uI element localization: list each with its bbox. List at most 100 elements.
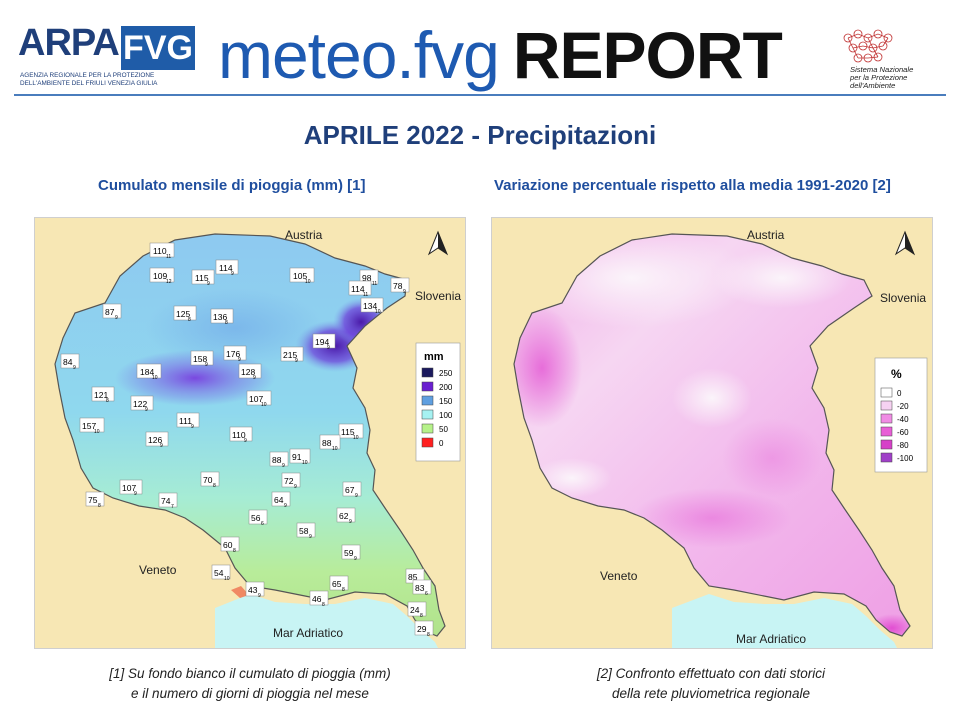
svg-text:9: 9 (349, 519, 352, 525)
arpa-fvg-logo: ARPA FVG agenzia regionale per la protez… (18, 22, 196, 92)
svg-text:150: 150 (439, 397, 453, 406)
svg-text:6: 6 (261, 521, 264, 527)
right-map-caption: [2] Confronto effettuato con dati storic… (491, 664, 931, 704)
legend-item: 200 (421, 381, 453, 392)
svg-text:46: 46 (312, 594, 322, 604)
legend-title: % (891, 367, 902, 381)
svg-text:-100: -100 (897, 454, 914, 463)
svg-text:0: 0 (897, 389, 902, 398)
svg-text:8: 8 (342, 587, 345, 593)
svg-text:88: 88 (272, 455, 282, 465)
svg-text:-80: -80 (897, 441, 909, 450)
svg-text:10: 10 (353, 435, 359, 441)
left-caption-line1: [1] Su fondo bianco il cumulato di piogg… (109, 666, 391, 681)
legend-item: 50 (421, 423, 448, 434)
station-label: 298 (414, 620, 434, 638)
svg-text:67: 67 (345, 485, 355, 495)
svg-text:9: 9 (73, 365, 76, 371)
svg-text:121: 121 (94, 390, 108, 400)
station-label: 439 (245, 581, 265, 599)
svg-text:70: 70 (203, 475, 213, 485)
left-map-subtitle: Cumulato mensile di pioggia (mm) [1] (98, 177, 366, 194)
svg-text:111: 111 (179, 416, 192, 426)
station-label: 758 (85, 491, 105, 509)
austria-label: Austria (285, 228, 323, 242)
svg-text:74: 74 (161, 496, 171, 506)
station-label: 708 (200, 471, 220, 489)
svg-text:8: 8 (225, 320, 228, 326)
svg-text:176: 176 (226, 349, 240, 359)
svg-text:43: 43 (248, 585, 258, 595)
station-label: 566 (248, 509, 268, 527)
svg-text:9: 9 (403, 289, 406, 295)
svg-text:98: 98 (362, 273, 372, 283)
legend-item: 250 (421, 367, 453, 378)
legend-item: -60 (880, 426, 909, 437)
svg-text:122: 122 (133, 399, 147, 409)
svg-text:109: 109 (153, 271, 167, 281)
svg-text:9: 9 (115, 315, 118, 321)
svg-text:8: 8 (106, 398, 109, 404)
svg-text:10: 10 (375, 309, 381, 315)
veneto-label: Veneto (139, 563, 177, 577)
rainfall-anomaly-map: Austria Slovenia Veneto Mar Adriatico % … (491, 217, 933, 649)
svg-text:10: 10 (302, 460, 308, 466)
svg-text:0: 0 (439, 439, 444, 448)
fvg-wordmark: FVG (121, 26, 195, 70)
header-divider (14, 94, 946, 96)
station-label: 679 (342, 481, 362, 499)
svg-text:11: 11 (363, 292, 368, 298)
austria-label: Austria (747, 228, 785, 242)
svg-text:62: 62 (339, 511, 349, 521)
svg-text:56: 56 (251, 513, 261, 523)
mar-adriatico-label: Mar Adriatico (273, 626, 343, 640)
svg-text:157: 157 (82, 421, 96, 431)
station-label: 589 (296, 522, 316, 540)
rainfall-legend: mm 250 200 150 100 50 0 (415, 342, 461, 462)
station-label: 889 (269, 451, 289, 469)
svg-text:-40: -40 (897, 415, 909, 424)
svg-text:9: 9 (284, 503, 287, 509)
left-caption-line2: e il numero di giorni di pioggia nel mes… (131, 686, 369, 701)
legend-title: mm (424, 351, 444, 363)
svg-text:114: 114 (219, 263, 233, 273)
svg-text:8: 8 (213, 483, 216, 489)
svg-text:9: 9 (282, 463, 285, 469)
svg-text:194: 194 (315, 337, 329, 347)
legend-item: 0 (421, 437, 444, 448)
left-map-caption: [1] Su fondo bianco il cumulato di piogg… (30, 664, 470, 704)
svg-text:9: 9 (205, 362, 208, 368)
right-caption-line2: della rete pluviometrica regionale (611, 686, 811, 701)
svg-text:126: 126 (148, 435, 162, 445)
svg-text:184: 184 (140, 367, 154, 377)
rainfall-map: 110 11 109 12 115 9 114 9 105 10 98 11 114 11 7… (34, 217, 466, 649)
station-label: 599 (341, 544, 361, 562)
svg-text:-20: -20 (897, 402, 909, 411)
slovenia-label: Slovenia (880, 291, 926, 305)
svg-text:215: 215 (283, 350, 297, 360)
legend-item: -20 (880, 400, 909, 411)
north-arrow-icon (427, 230, 449, 256)
svg-text:59: 59 (344, 548, 354, 558)
right-map-subtitle: Variazione percentuale rispetto alla med… (494, 177, 891, 194)
station-label: 658 (329, 575, 349, 593)
anomaly-legend: % 0 -20 -40 -60 -80 -100 (874, 357, 928, 473)
report-header: ARPA FVG agenzia regionale per la protez… (0, 0, 960, 96)
snpa-text: Sistema Nazionale per la Protezione dell'A… (850, 65, 914, 90)
svg-text:9: 9 (191, 424, 194, 430)
legend-item: 150 (421, 395, 453, 406)
